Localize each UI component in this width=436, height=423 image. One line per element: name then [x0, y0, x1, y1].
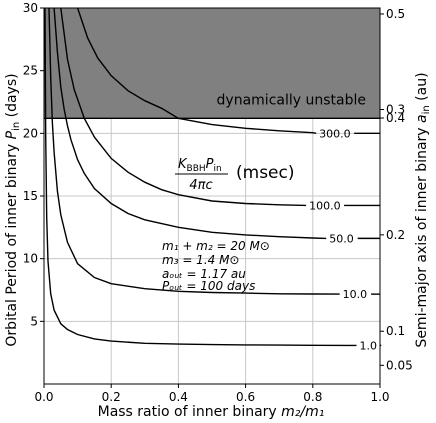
annotation-m3: m₃ = 1.4 M⊙ [162, 253, 240, 267]
right-y-tick-label-3: 0.3 [386, 103, 405, 117]
x-axis-label: Mass ratio of inner binary m₂/m₁ [98, 404, 325, 420]
contour-label-1.0: 1.0 [359, 339, 377, 352]
right-y-axis-ticks: 0.05 0.1 0.2 0.30.4 0.5 [380, 7, 413, 372]
formula-unit: (msec) [236, 163, 295, 183]
contour-curve-300.0 [76, 7, 317, 134]
y-axis-label: Orbital Period of inner binary Pin (days… [4, 73, 22, 346]
annotation-mass-sum: m₁ + m₂ = 20 M⊙ [162, 239, 270, 253]
right-y-tick-label-1: 0.1 [386, 324, 405, 338]
x-tick-label-0: 0.0 [34, 390, 53, 404]
right-y-tick-label-0: 0.05 [386, 358, 413, 372]
y-axis-ticks: 5 10 15 20 25 30 [23, 1, 44, 328]
x-tick-label-4: 0.8 [303, 390, 322, 404]
x-tick-label-5: 1.0 [370, 390, 389, 404]
annotation-pout: Pₒᵤₜ = 100 days [162, 279, 255, 293]
unstable-region [44, 8, 380, 119]
contour-labels: 1.0 10.0 50.0 100.0 300.0 [309, 127, 377, 352]
x-tick-label-3: 0.6 [236, 390, 255, 404]
x-tick-label-2: 0.4 [169, 390, 188, 404]
formula-annotation: KBBHPin 4πc (msec) [175, 157, 295, 193]
contour-label-50.0: 50.0 [329, 232, 354, 245]
y-tick-label-1: 10 [23, 252, 38, 266]
y-tick-label-0: 5 [30, 314, 38, 328]
contour-label-100.0: 100.0 [309, 199, 341, 212]
formula-numerator: KBBHPin [178, 157, 222, 174]
x-axis-ticks: 0.0 0.2 0.4 0.6 0.8 1.0 [34, 384, 390, 404]
right-y-tick-label-4: 0.4 [386, 111, 405, 125]
right-y-tick-label-2: 0.2 [386, 228, 405, 242]
y-tick-label-3: 20 [23, 126, 38, 140]
contour-curve-1.0 [44, 7, 357, 347]
annotation-aout: aₒᵤₜ = 1.17 au [162, 267, 246, 281]
parameter-annotation: m₁ + m₂ = 20 M⊙ m₃ = 1.4 M⊙ aₒᵤₜ = 1.17 … [162, 239, 270, 293]
contour-curve-10.0 [48, 7, 340, 295]
contour-curve-100.0 [60, 7, 307, 207]
unstable-region-label: dynamically unstable [217, 92, 366, 108]
contour-label-300.0: 300.0 [319, 127, 351, 140]
x-tick-label-1: 0.2 [102, 390, 121, 404]
y-tick-label-2: 15 [23, 189, 38, 203]
contour-curve-50.0 [53, 7, 327, 240]
right-y-axis-label: Semi-major axis of inner binary ain (au) [414, 72, 432, 347]
y-tick-label-5: 30 [23, 1, 38, 15]
right-y-tick-label-5: 0.5 [386, 7, 405, 21]
contour-label-10.0: 10.0 [343, 288, 368, 301]
contour-curves [44, 7, 382, 347]
formula-denominator: 4πc [189, 178, 212, 193]
y-tick-label-4: 25 [23, 64, 38, 78]
